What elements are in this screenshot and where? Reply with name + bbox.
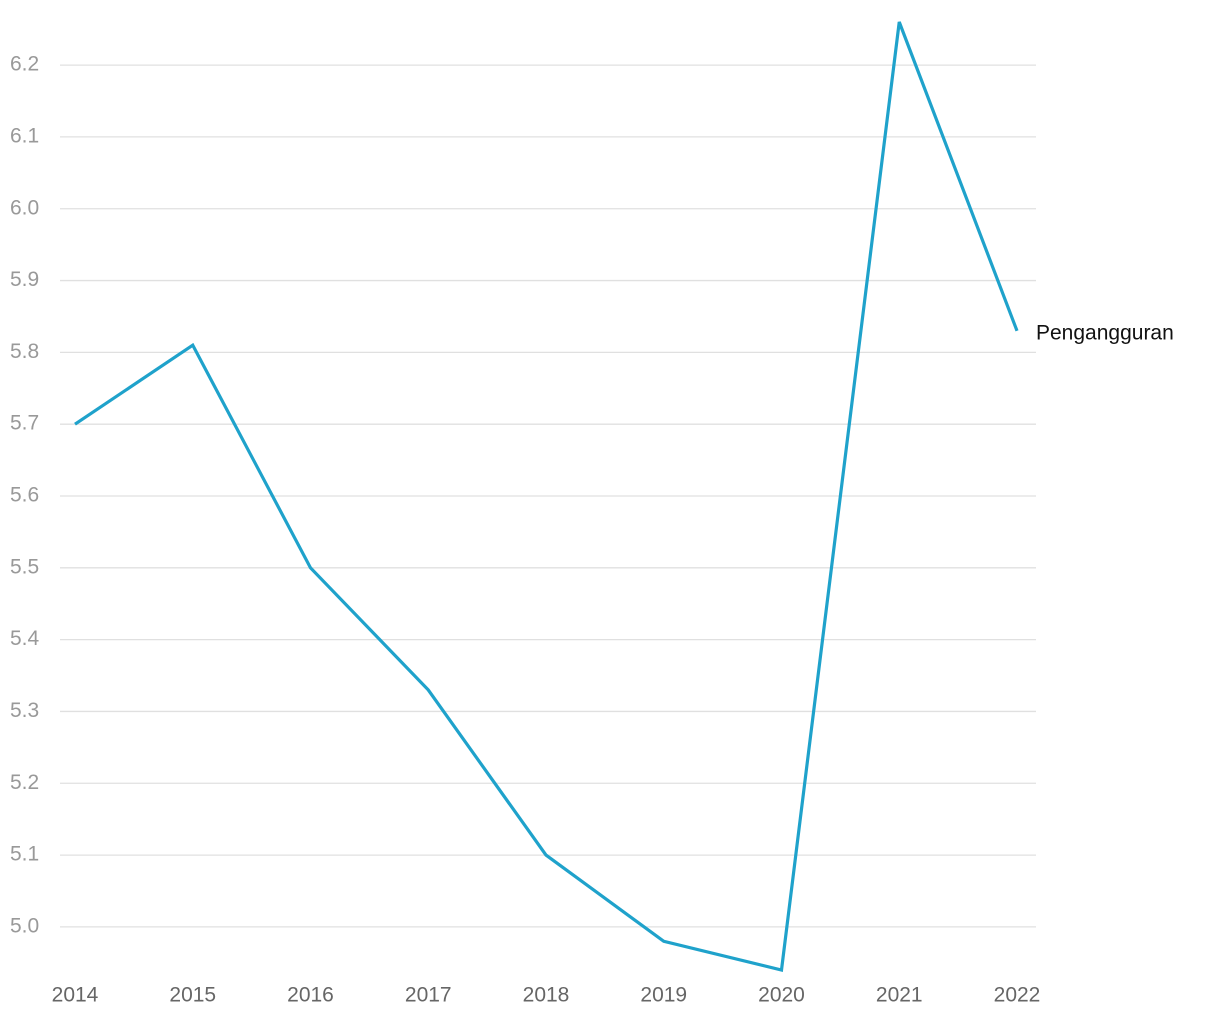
x-tick-label: 2015 [169,984,216,1007]
y-tick-label: 5.0 [10,914,39,937]
x-tick-label: 2014 [52,984,99,1007]
y-tick-label: 5.1 [10,843,39,866]
x-tick-label: 2020 [758,984,805,1007]
x-tick-label: 2018 [523,984,570,1007]
series-line [74,21,1019,972]
x-tick-label: 2019 [640,984,687,1007]
x-tick-label: 2016 [287,984,334,1007]
x-tick-label: 2022 [994,984,1041,1007]
series-label: Pengangguran [1036,321,1174,344]
x-tick-label: 2017 [405,984,452,1007]
y-tick-label: 5.4 [10,627,40,650]
y-tick-label: 6.2 [10,53,39,76]
y-tick-label: 6.0 [10,196,39,219]
y-tick-label: 5.5 [10,555,39,578]
y-tick-label: 6.1 [10,124,39,147]
y-tick-label: 5.8 [10,340,39,363]
y-tick-label: 5.3 [10,699,39,722]
y-tick-label: 5.7 [10,412,39,435]
y-tick-label: 5.9 [10,268,39,291]
y-tick-label: 5.2 [10,771,39,794]
y-tick-label: 5.6 [10,484,39,507]
x-tick-label: 2021 [876,984,923,1007]
